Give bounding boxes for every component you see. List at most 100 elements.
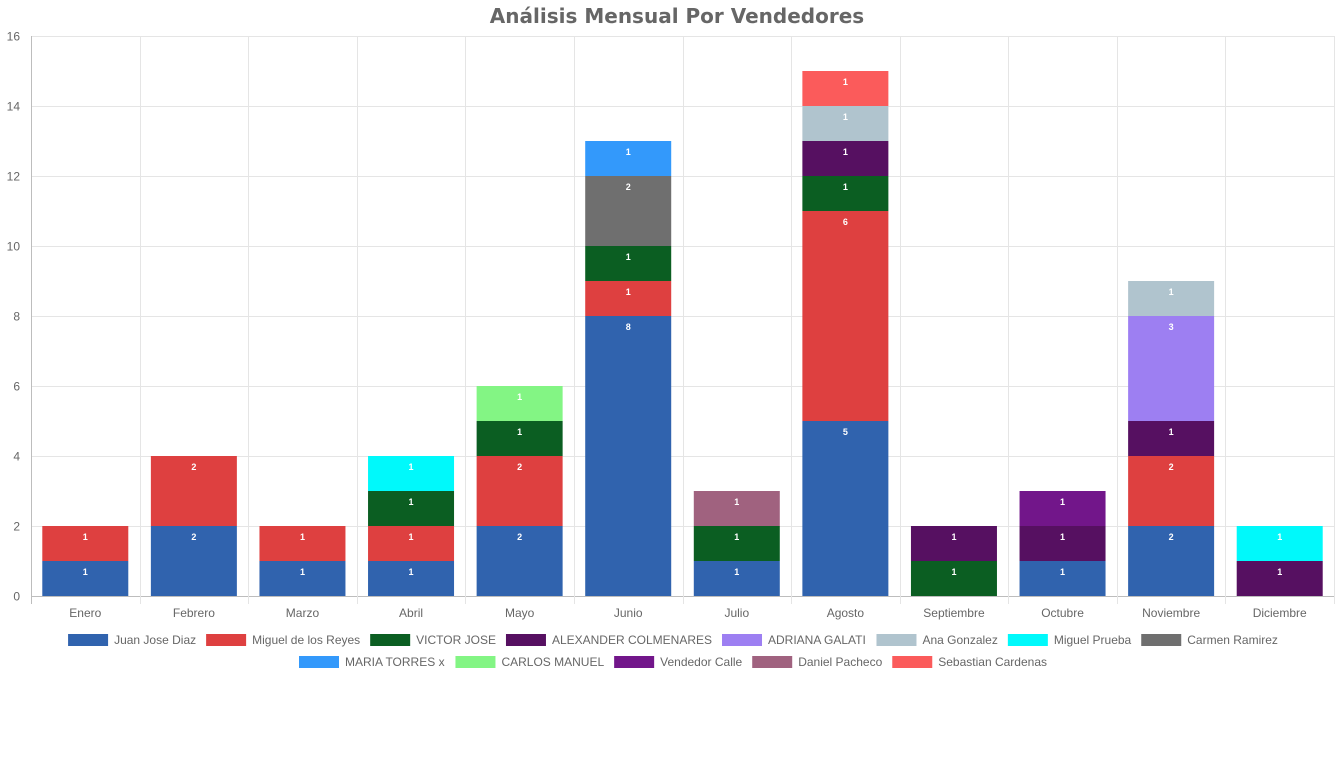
x-tick-label: Abril [399, 606, 423, 620]
bar-value-label: 1 [83, 567, 88, 577]
bar-value-label: 1 [626, 252, 631, 262]
legend-item[interactable]: Sebastian Cardenas [892, 655, 1047, 669]
bar-value-label: 1 [1277, 567, 1282, 577]
legend-label: CARLOS MANUEL [501, 655, 604, 669]
bar-segment[interactable] [42, 526, 129, 561]
legend-item[interactable]: Vendedor Calle [614, 655, 743, 669]
bar-segment[interactable] [1128, 421, 1215, 456]
bar-segment[interactable] [802, 421, 889, 596]
bar-segment[interactable] [1236, 526, 1323, 561]
bar-segment[interactable] [910, 526, 997, 561]
bar-value-label: 1 [409, 497, 414, 507]
bar-segment[interactable] [1236, 561, 1323, 596]
legend-swatch [370, 634, 411, 646]
bar-value-label: 1 [1169, 427, 1174, 437]
bar-segment[interactable] [585, 246, 672, 281]
bar-segment[interactable] [476, 456, 563, 526]
legend-item[interactable]: Juan Jose Diaz [68, 633, 196, 647]
bar-segment[interactable] [802, 211, 889, 421]
x-tick-label: Enero [69, 606, 101, 620]
legend-swatch [1007, 634, 1048, 646]
bar-segment[interactable] [150, 526, 237, 596]
bar-segment[interactable] [585, 141, 672, 176]
bar-value-label: 1 [1060, 532, 1065, 542]
bar-segment[interactable] [368, 526, 455, 561]
bar-segment[interactable] [802, 106, 889, 141]
bar-segment[interactable] [259, 526, 346, 561]
bar-value-labels: 1 1 2 2 1 1 1 1 1 1 2 2 1 1 8 1 1 2 1 1 1 1 5 6 1 1 1 1 1 1 1 1 1 2 2 1 3 1 1 1 [83, 77, 1282, 577]
chart-title: Análisis Mensual Por Vendedores [490, 4, 864, 28]
bar-value-label: 1 [626, 147, 631, 157]
bar-value-label: 1 [1060, 567, 1065, 577]
bar-value-label: 2 [1169, 462, 1174, 472]
bar-segment[interactable] [259, 561, 346, 596]
legend-label: Daniel Pacheco [798, 655, 882, 669]
legend-swatch [455, 656, 496, 668]
bar-value-label: 1 [734, 567, 739, 577]
legend-swatch [876, 634, 917, 646]
y-tick-label: 12 [7, 170, 21, 184]
x-tick-label: Octubre [1041, 606, 1084, 620]
legend-swatch [505, 634, 546, 646]
bar-segment[interactable] [368, 491, 455, 526]
bar-segment[interactable] [1019, 526, 1106, 561]
legend-item[interactable]: Carmen Ramirez [1141, 633, 1278, 647]
legend-swatch [1141, 634, 1182, 646]
bar-segment[interactable] [368, 561, 455, 596]
legend-item[interactable]: Miguel Prueba [1007, 633, 1132, 647]
bar-value-label: 1 [83, 532, 88, 542]
bar-segment[interactable] [1128, 281, 1215, 316]
bar-segment[interactable] [1128, 316, 1215, 421]
bar-segment[interactable] [150, 456, 237, 526]
legend-item[interactable]: Miguel de los Reyes [206, 633, 360, 647]
legend-label: Ana Gonzalez [922, 633, 997, 647]
legend-item[interactable]: CARLOS MANUEL [455, 655, 604, 669]
legend-label: ALEXANDER COLMENARES [552, 633, 712, 647]
legend-label: Miguel de los Reyes [252, 633, 360, 647]
bar-segment[interactable] [1019, 491, 1106, 526]
bar-value-label: 6 [843, 217, 848, 227]
legend-label: Miguel Prueba [1054, 633, 1132, 647]
legend-item[interactable]: Ana Gonzalez [876, 633, 998, 647]
bar-segment[interactable] [802, 141, 889, 176]
bar-segment[interactable] [802, 71, 889, 106]
bar-segment[interactable] [476, 421, 563, 456]
bar-segment[interactable] [1128, 456, 1215, 526]
legend-label: Juan Jose Diaz [114, 633, 196, 647]
bar-segment[interactable] [910, 561, 997, 596]
legend-item[interactable]: VICTOR JOSE [370, 633, 496, 647]
bar-segment[interactable] [476, 526, 563, 596]
bar-segment[interactable] [585, 281, 672, 316]
bar-value-label: 1 [626, 287, 631, 297]
y-tick-label: 8 [13, 310, 20, 324]
bar-segment[interactable] [1128, 526, 1215, 596]
y-tick-label: 10 [7, 240, 21, 254]
legend-item[interactable]: ALEXANDER COLMENARES [505, 633, 712, 647]
legend-item[interactable]: MARIA TORRES x [298, 655, 445, 669]
bar-segment[interactable] [585, 176, 672, 246]
bar-segment[interactable] [693, 526, 780, 561]
bar-segment[interactable] [693, 561, 780, 596]
legend-item[interactable]: ADRIANA GALATI [722, 633, 866, 647]
bar-segment[interactable] [802, 176, 889, 211]
legend-swatch [722, 634, 763, 646]
bar-segment[interactable] [368, 456, 455, 491]
bar-value-label: 1 [517, 392, 522, 402]
x-tick-label: Diciembre [1253, 606, 1307, 620]
y-tick-label: 16 [7, 30, 21, 44]
bar-value-label: 1 [1277, 532, 1282, 542]
bar-segment[interactable] [42, 561, 129, 596]
legend-label: Vendedor Calle [660, 655, 742, 669]
x-tick-label: Mayo [505, 606, 535, 620]
bar-value-label: 1 [843, 112, 848, 122]
bar-segment[interactable] [1019, 561, 1106, 596]
legend-item[interactable]: Daniel Pacheco [752, 655, 883, 669]
bar-segment[interactable] [693, 491, 780, 526]
bar-segment[interactable] [585, 316, 672, 596]
grid [31, 36, 1335, 604]
bar-value-label: 5 [843, 427, 848, 437]
bar-segment[interactable] [476, 386, 563, 421]
legend-swatch [68, 634, 109, 646]
bar-value-label: 1 [843, 77, 848, 87]
